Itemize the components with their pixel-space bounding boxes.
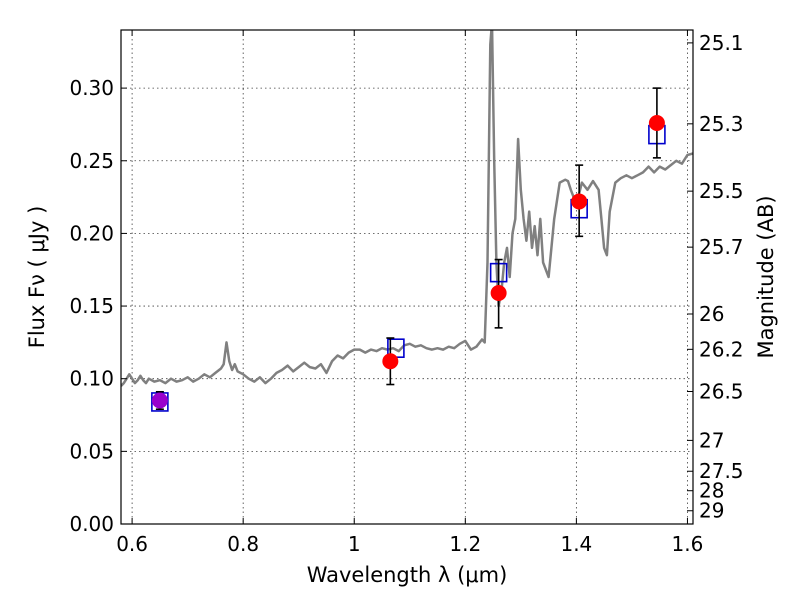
- x-axis-label: Wavelength λ (μm): [307, 563, 508, 587]
- y-tick-label: 0.20: [69, 221, 114, 245]
- y2-tick-label: 29: [699, 499, 724, 523]
- x-tick-label: 0.8: [227, 532, 259, 556]
- axis-ticks: 0.6 0.8 1 1.2 1.4 1.6 0.00 0.05 0.10 0.15 0.20 0.25…: [69, 30, 744, 556]
- y2-tick-label: 26: [699, 302, 724, 326]
- y2-tick-label: 25.3: [699, 112, 744, 136]
- observed-point: [490, 284, 507, 301]
- y-tick-label: 0.15: [69, 294, 114, 318]
- observed-point: [648, 114, 665, 131]
- x-tick-label: 1.4: [560, 532, 592, 556]
- y2-tick-label: 28: [699, 479, 724, 503]
- y2-tick-label: 26.5: [699, 379, 744, 403]
- x-tick-label: 1.2: [449, 532, 481, 556]
- y2-tick-label: 25.7: [699, 235, 744, 259]
- observed-point: [151, 392, 168, 409]
- grid: [121, 30, 693, 525]
- data-points-layer: [151, 87, 666, 412]
- x-tick-label: 1: [348, 532, 361, 556]
- x-tick-label: 1.6: [672, 532, 704, 556]
- y2-tick-label: 27: [699, 428, 724, 452]
- y-tick-label: 0.25: [69, 149, 114, 173]
- plot-frame: [120, 29, 694, 525]
- y-tick-label: 0.30: [69, 76, 114, 100]
- model-spectrum-layer: [121, 30, 693, 387]
- y-tick-label: 0.05: [69, 439, 114, 463]
- y2-tick-label: 25.5: [699, 179, 744, 203]
- y2-tick-label: 26.2: [699, 337, 744, 361]
- y-tick-label: 0.10: [69, 367, 114, 391]
- y-axis-label: Flux Fν ( μJy ): [25, 206, 49, 349]
- x-tick-label: 0.6: [116, 532, 148, 556]
- observed-point: [571, 193, 588, 210]
- y2-axis-label: Magnitude (AB): [754, 195, 778, 358]
- model-spectrum-line: [121, 30, 693, 387]
- observed-point: [382, 353, 399, 370]
- y-tick-label: 0.00: [69, 512, 114, 536]
- y2-tick-label: 27.5: [699, 459, 744, 483]
- y2-tick-label: 25.1: [699, 31, 744, 55]
